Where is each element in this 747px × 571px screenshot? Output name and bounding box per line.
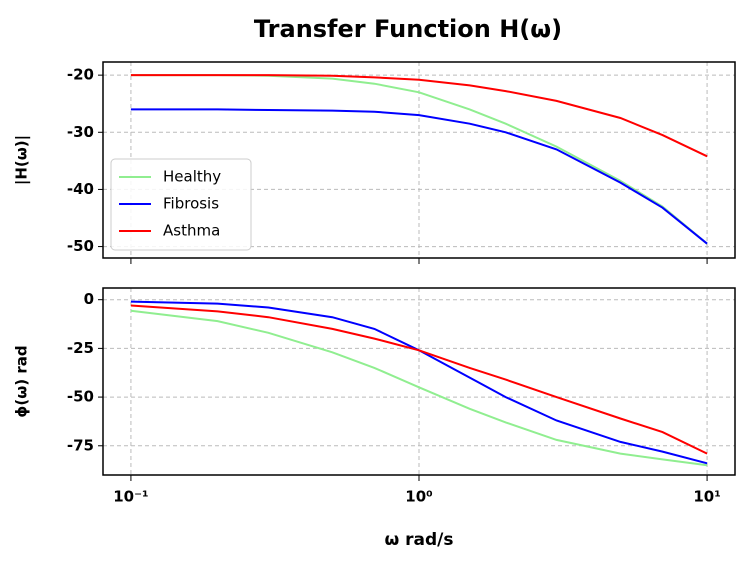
axes-frame (102, 61, 736, 259)
series-line (130, 74, 708, 158)
x-tick-label: 10⁻¹ (113, 488, 148, 506)
y-tick-label: -25 (67, 339, 94, 357)
series-line (130, 108, 708, 245)
x-tick-label: 10¹ (693, 488, 720, 506)
y-axis-label: |H(ω)| (13, 135, 32, 185)
legend-box (110, 158, 252, 251)
y-tick-label: -50 (67, 388, 94, 406)
figure-title: Transfer Function H(ω) (254, 15, 562, 43)
series-line (130, 309, 708, 467)
series-line (130, 304, 708, 455)
x-tick-label: 10⁰ (405, 488, 432, 506)
legend-label: Fibrosis (163, 195, 219, 213)
legend: Healthy Fibrosis Asthma (110, 158, 252, 251)
y-tick-label: -20 (67, 66, 94, 84)
series-line (130, 300, 708, 465)
legend-label: Healthy (163, 168, 221, 186)
y-tick-label: 0 (84, 290, 94, 308)
y-axis-label: ϕ(ω) rad (13, 345, 31, 417)
y-tick-label: -30 (67, 123, 94, 141)
y-tick-label: -75 (67, 436, 94, 454)
y-tick-label: -50 (67, 237, 94, 255)
legend-label: Asthma (163, 222, 220, 240)
y-tick-label: -40 (67, 180, 94, 198)
x-axis-label: ω rad/s (384, 530, 453, 550)
axes-frame (102, 287, 736, 476)
